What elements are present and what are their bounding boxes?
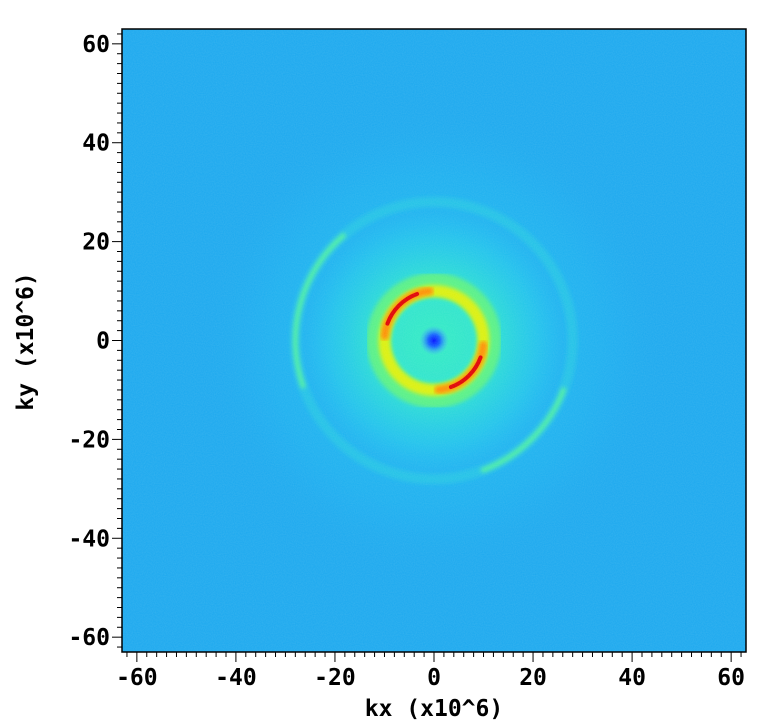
- x-tick-label: 40: [618, 665, 646, 691]
- x-tick-labels: -60 -40 -20 0 20 40 60: [116, 665, 745, 691]
- x-axis-label: kx (x10^6): [365, 696, 503, 722]
- y-tick-label: 20: [82, 230, 110, 256]
- x-tick-label: 60: [717, 665, 745, 691]
- x-tick-label: 0: [427, 665, 441, 691]
- y-axis-label: ky (x10^6): [13, 272, 39, 410]
- x-tick-label: -20: [314, 665, 356, 691]
- y-tick-label: 60: [82, 32, 110, 58]
- y-tick-label: 40: [82, 131, 110, 157]
- x-tick-label: -40: [215, 665, 257, 691]
- y-tick-label: -40: [68, 526, 110, 552]
- axis-ticks: [112, 33, 742, 662]
- y-tick-labels: 60 40 20 0 -20 -40 -60: [68, 32, 110, 651]
- x-tick-label: -60: [116, 665, 158, 691]
- y-tick-label: 0: [96, 329, 110, 355]
- y-tick-label: -20: [68, 427, 110, 453]
- x-tick-label: 20: [519, 665, 547, 691]
- plot-area: [122, 29, 746, 652]
- noise-texture: [122, 29, 746, 652]
- y-tick-label: -60: [68, 625, 110, 651]
